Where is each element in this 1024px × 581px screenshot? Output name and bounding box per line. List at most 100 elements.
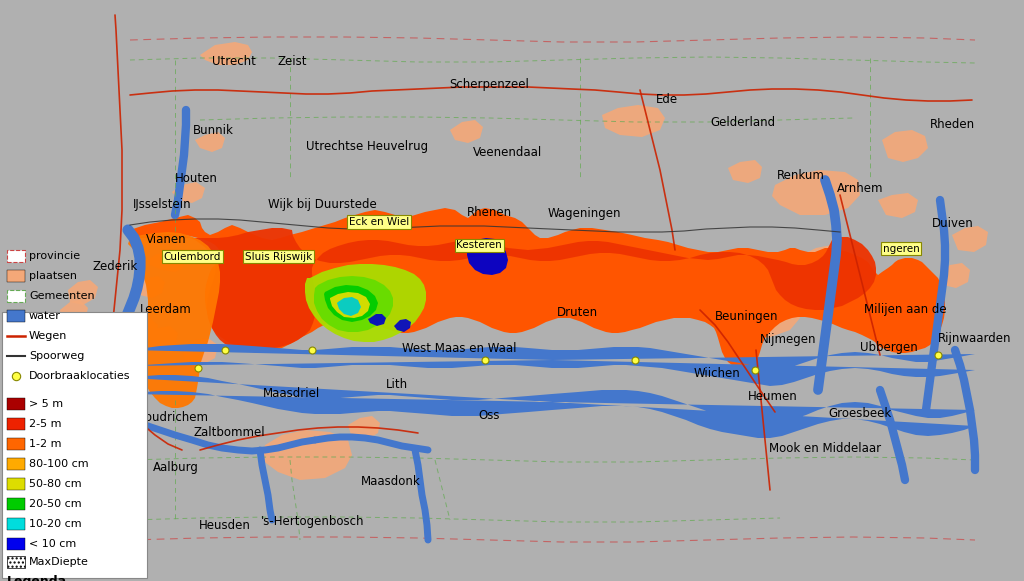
- Polygon shape: [940, 263, 970, 288]
- Text: Sluis Rijswijk: Sluis Rijswijk: [245, 252, 312, 262]
- Text: < 10 cm: < 10 cm: [29, 539, 76, 549]
- Bar: [7, 518, 25, 530]
- Polygon shape: [715, 290, 800, 338]
- Polygon shape: [130, 375, 975, 438]
- Bar: [7, 250, 25, 262]
- Text: Zederik: Zederik: [92, 260, 137, 272]
- Bar: [7, 478, 25, 490]
- Text: Arnhem: Arnhem: [837, 182, 884, 195]
- Polygon shape: [394, 319, 411, 332]
- Bar: [7, 458, 25, 470]
- Polygon shape: [882, 130, 928, 162]
- Text: Rhenen: Rhenen: [467, 206, 512, 218]
- Text: provincie: provincie: [29, 251, 80, 261]
- Polygon shape: [602, 105, 665, 137]
- Text: Wiichen: Wiichen: [693, 367, 740, 379]
- Text: Woudrichem: Woudrichem: [135, 411, 209, 424]
- Polygon shape: [138, 276, 165, 298]
- Text: Leerdam: Leerdam: [140, 303, 191, 315]
- Text: Wegen: Wegen: [29, 331, 68, 341]
- Text: 50-80 cm: 50-80 cm: [29, 479, 82, 489]
- Polygon shape: [450, 120, 483, 143]
- Text: ngeren: ngeren: [883, 243, 920, 254]
- Polygon shape: [195, 132, 225, 152]
- Polygon shape: [330, 292, 370, 318]
- Polygon shape: [802, 245, 842, 270]
- Polygon shape: [148, 326, 178, 352]
- Polygon shape: [130, 344, 975, 386]
- Text: Wageningen: Wageningen: [548, 207, 622, 220]
- Text: Gelderland: Gelderland: [711, 116, 776, 128]
- Polygon shape: [172, 182, 205, 203]
- Bar: [7, 438, 25, 450]
- Polygon shape: [262, 430, 352, 480]
- Text: Utrechtse Heuvelrug: Utrechtse Heuvelrug: [305, 140, 428, 153]
- Text: Beuningen: Beuningen: [715, 310, 778, 323]
- Bar: [7, 310, 25, 322]
- Polygon shape: [368, 314, 386, 326]
- Text: Heumen: Heumen: [749, 390, 798, 403]
- Text: Maasdriel: Maasdriel: [263, 388, 321, 400]
- Text: 's-Hertogenbosch: 's-Hertogenbosch: [260, 515, 365, 528]
- Text: Bunnik: Bunnik: [193, 124, 233, 137]
- Text: Groesbeek: Groesbeek: [828, 407, 892, 420]
- Polygon shape: [305, 264, 426, 342]
- Text: Spoorweg: Spoorweg: [29, 351, 84, 361]
- Text: Zeist: Zeist: [278, 55, 306, 67]
- Polygon shape: [68, 280, 98, 305]
- Bar: [7, 538, 25, 550]
- Polygon shape: [128, 318, 158, 343]
- Text: 20-50 cm: 20-50 cm: [29, 499, 82, 509]
- Text: Ubbergen: Ubbergen: [860, 341, 918, 354]
- Text: Kesteren: Kesteren: [457, 240, 502, 250]
- Polygon shape: [200, 42, 252, 65]
- Polygon shape: [337, 297, 361, 316]
- Polygon shape: [314, 276, 393, 332]
- Text: Rheden: Rheden: [930, 119, 975, 131]
- Text: Gorinch: Gorinch: [68, 367, 113, 379]
- Text: Maasdonk: Maasdonk: [361, 475, 421, 487]
- Text: 1-2 m: 1-2 m: [29, 439, 61, 449]
- Polygon shape: [952, 226, 988, 252]
- Bar: [2, 312, 147, 578]
- Polygon shape: [148, 250, 185, 272]
- Text: Aalburg: Aalburg: [154, 461, 199, 474]
- Text: Utrecht: Utrecht: [212, 55, 255, 67]
- Text: Mook en Middelaar: Mook en Middelaar: [769, 442, 882, 455]
- Text: Culembord: Culembord: [164, 252, 221, 262]
- Text: 10-20 cm: 10-20 cm: [29, 519, 82, 529]
- Text: Rijnwaarden: Rijnwaarden: [938, 332, 1012, 345]
- Text: Doorbraaklocaties: Doorbraaklocaties: [29, 371, 130, 381]
- Text: > 5 m: > 5 m: [29, 399, 63, 409]
- Text: Duiven: Duiven: [932, 217, 973, 230]
- Polygon shape: [772, 170, 860, 215]
- Text: IJsselstein: IJsselstein: [132, 198, 191, 211]
- Text: 2-5 m: 2-5 m: [29, 419, 61, 429]
- Polygon shape: [128, 232, 220, 408]
- Polygon shape: [728, 160, 762, 183]
- Polygon shape: [348, 416, 380, 440]
- Text: Zaltbommel: Zaltbommel: [194, 426, 265, 439]
- Text: Milijen aan de: Milijen aan de: [864, 303, 946, 315]
- Bar: [7, 498, 25, 510]
- Polygon shape: [690, 283, 723, 308]
- Text: Oss: Oss: [479, 409, 500, 422]
- Text: Nijmegen: Nijmegen: [760, 333, 817, 346]
- Polygon shape: [130, 208, 945, 368]
- Text: Heusden: Heusden: [200, 519, 251, 532]
- Text: Wijk bij Duurstede: Wijk bij Duurstede: [268, 198, 377, 211]
- Bar: [7, 398, 25, 410]
- Text: Giessenlanden: Giessenlanden: [48, 332, 136, 345]
- Bar: [7, 270, 25, 282]
- Text: Ede: Ede: [655, 94, 678, 106]
- Text: MaxDiepte: MaxDiepte: [29, 557, 89, 567]
- Polygon shape: [135, 228, 876, 350]
- Text: Legenda: Legenda: [7, 575, 68, 581]
- Text: Druten: Druten: [557, 306, 598, 319]
- Text: West Maas en Waal: West Maas en Waal: [401, 342, 516, 355]
- Polygon shape: [878, 193, 918, 218]
- Text: Scherpenzeel: Scherpenzeel: [450, 78, 529, 91]
- Text: Eck en Wiel: Eck en Wiel: [349, 217, 409, 227]
- Polygon shape: [182, 338, 218, 365]
- Bar: [7, 556, 25, 568]
